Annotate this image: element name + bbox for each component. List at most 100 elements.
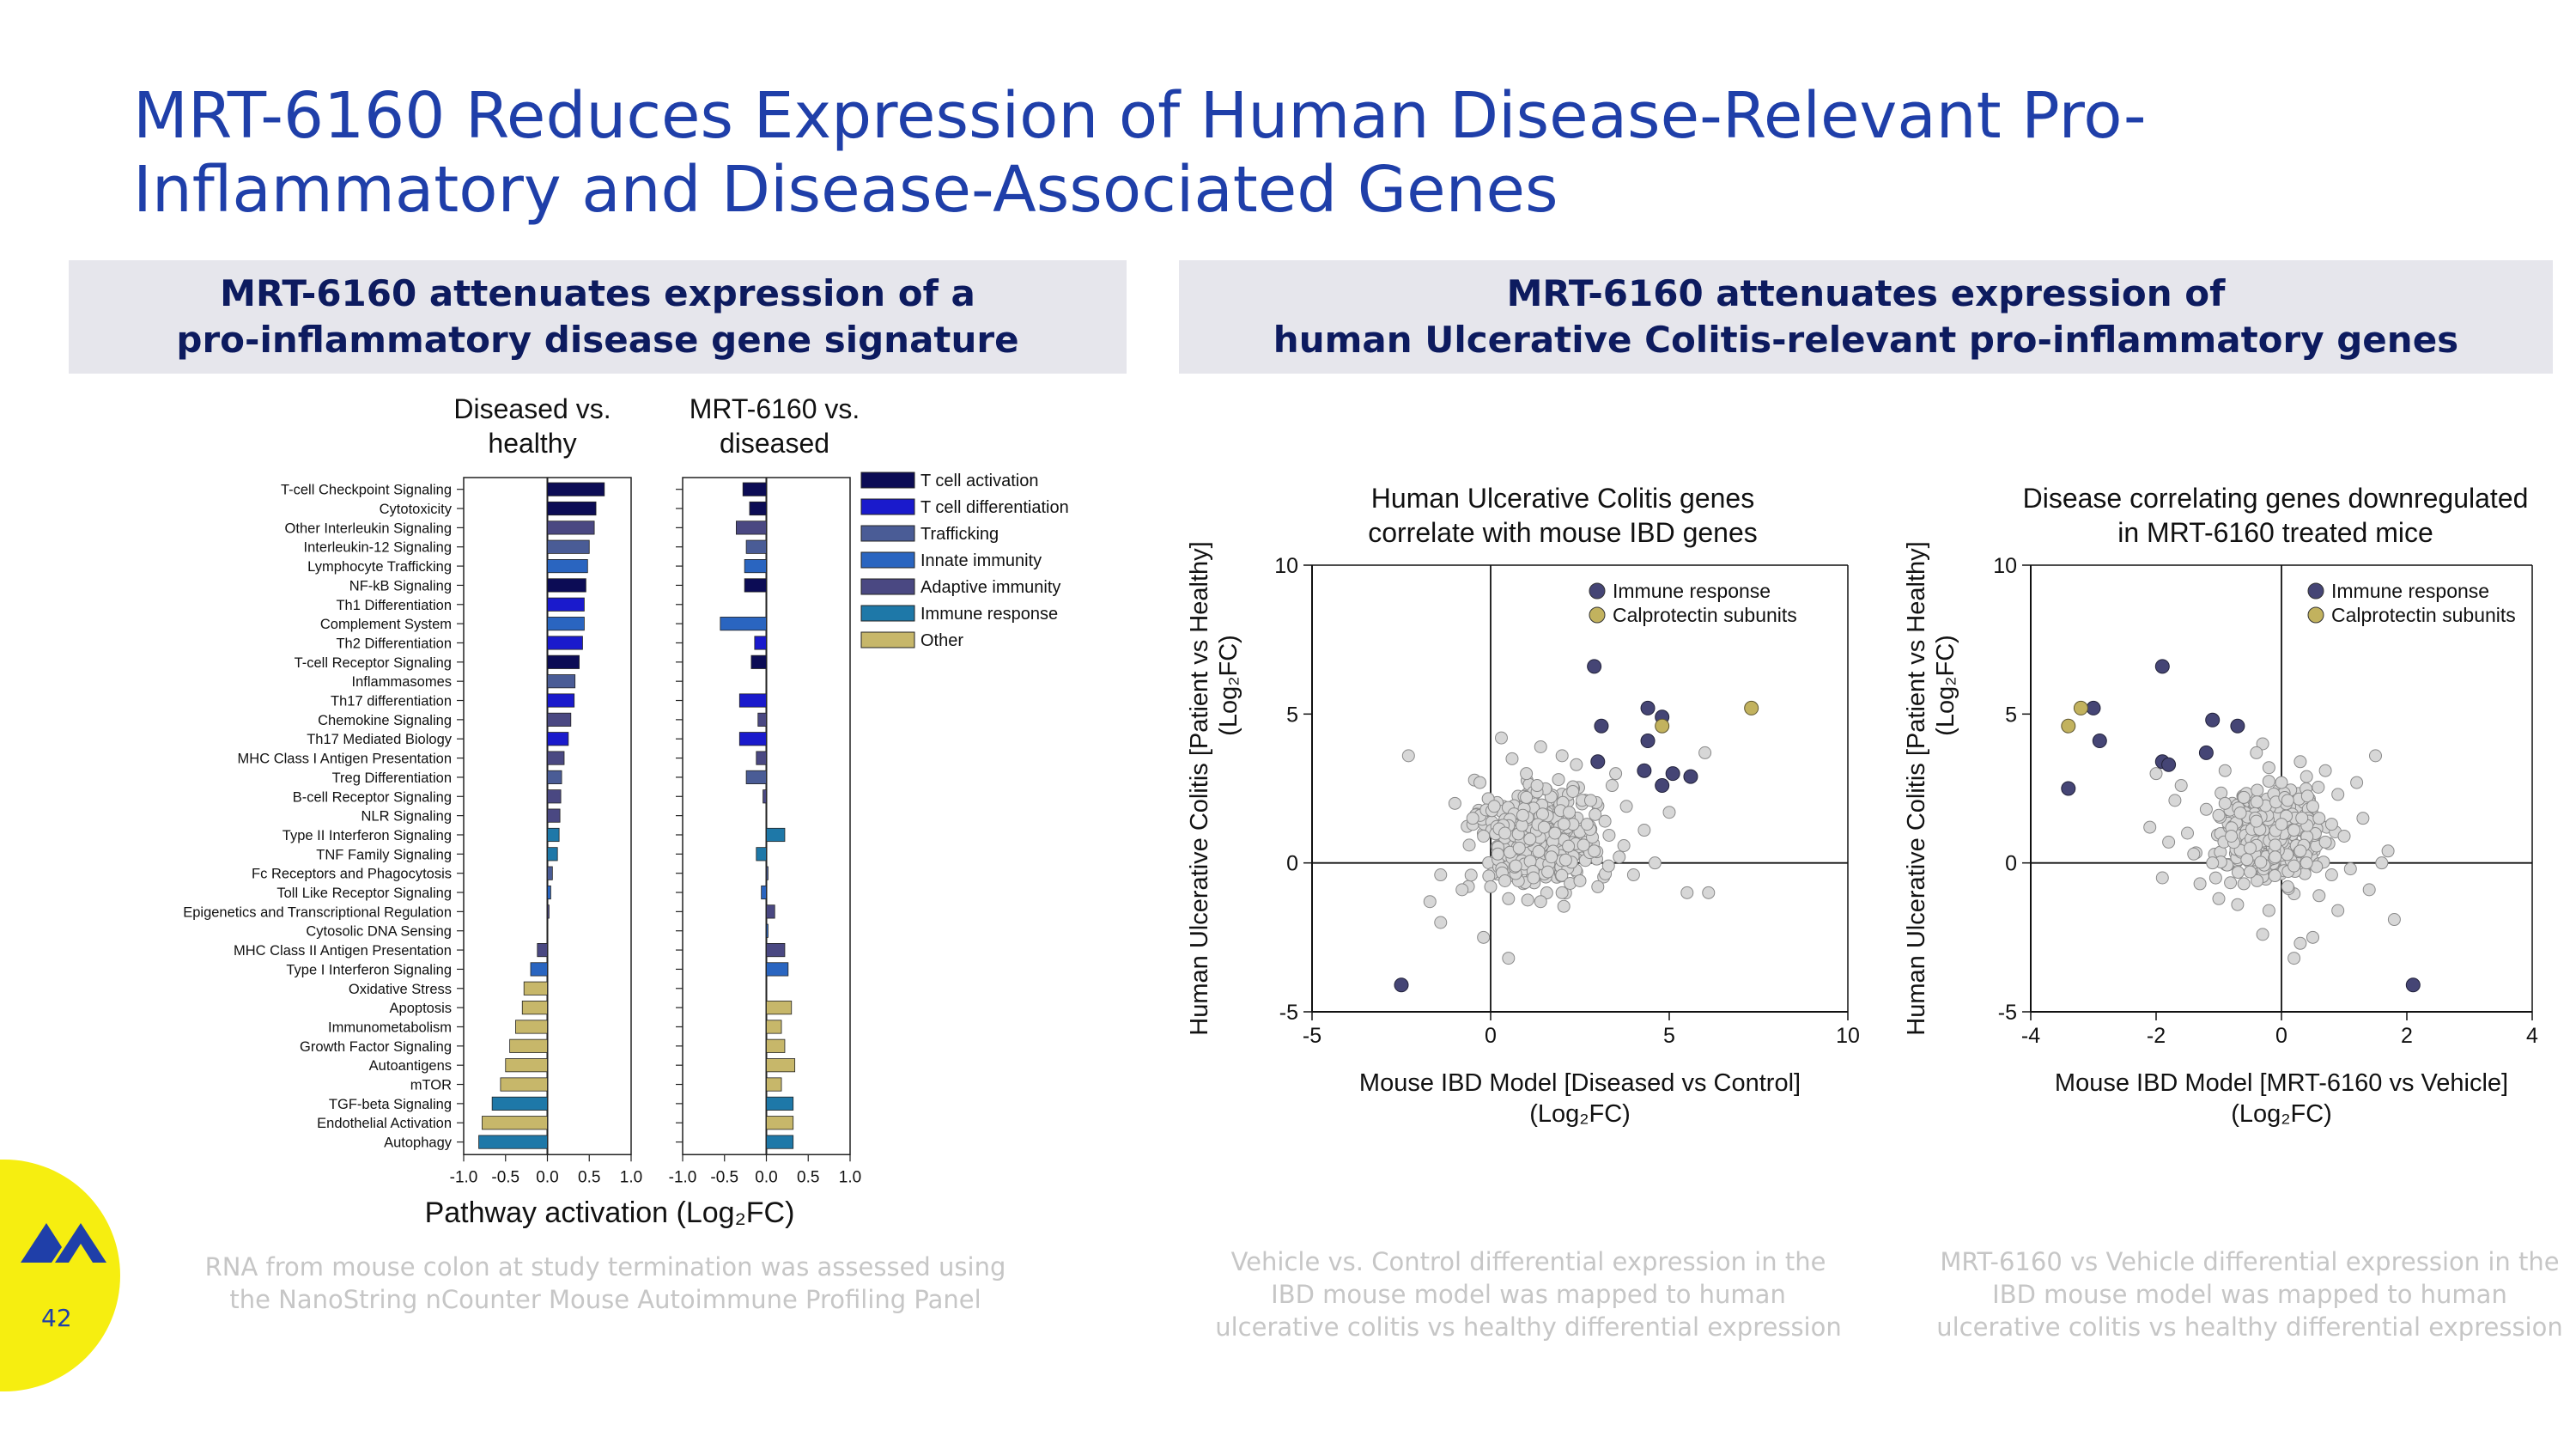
scatter2-title: Disease correlating genes downregulated … — [1958, 481, 2576, 550]
pathway-bar-chart: -1.0 -0.5 0.0 0.5 1.0 -1.0 -0.5 0.0 0.5 1.0 T-cell… — [183, 472, 1069, 1186]
scatter2-gene-point-13 — [2269, 838, 2282, 852]
scatter2-title-line-2: in MRT-6160 treated mice — [2117, 517, 2433, 548]
bar-xtick-label-2-4: 1.0 — [839, 1168, 861, 1186]
bar-2-31 — [766, 1077, 782, 1092]
caption-right-line-1: MRT-6160 vs Vehicle differential express… — [1940, 1247, 2560, 1276]
scatter1-gene-point-13 — [1505, 752, 1519, 765]
scatter1-ylabel-line-1: Human Ulcerative Colitis [Patient vs Hea… — [1186, 541, 1213, 1035]
scatter1-immune-point-7 — [1655, 778, 1670, 794]
column-header-diseased: Diseased vs. healthy — [404, 392, 661, 460]
bar-legend-swatch-3 — [860, 551, 915, 569]
scatter1-gene-point-52 — [1487, 800, 1501, 813]
scatter2-immune-point-1 — [2086, 700, 2101, 715]
scatter2-legend-label-1: Calprotectin subunits — [2331, 604, 2516, 626]
scatter1-gene-point-58 — [1534, 895, 1547, 909]
scatter1-gene-point-33 — [1648, 856, 1662, 870]
scatter2-gene-point-33 — [2306, 930, 2319, 944]
bar-1-14 — [547, 751, 565, 765]
scatter2-gene-point-38 — [2218, 796, 2232, 810]
scatter1-gene-point-29 — [1613, 850, 1626, 864]
bar-1-13 — [547, 732, 569, 746]
scatter1-gene-point-35 — [1680, 886, 1694, 899]
bar-category-label-34: Autophagy — [384, 1135, 453, 1151]
scatter2-gene-point-43 — [2324, 868, 2338, 882]
scatter1-gene-point — [1521, 893, 1534, 907]
scatter2-gene-point-3 — [2187, 847, 2201, 861]
bar-legend-swatch-0 — [860, 472, 915, 489]
scatter2-gene-point — [2251, 783, 2264, 797]
scatter2-gene-point — [2231, 866, 2245, 880]
scatter2-legend-marker-1 — [2307, 606, 2324, 624]
scatter2-gene-point-19 — [2306, 800, 2319, 813]
bar-1-5 — [547, 578, 586, 593]
bar-1-17 — [547, 808, 561, 823]
bar-category-label-18: Type II Interferon Signaling — [283, 828, 452, 843]
bar-legend-label-6: Other — [920, 631, 963, 650]
bar-category-label-25: Type I Interferon Signaling — [286, 962, 452, 977]
scatter2-ytick-label-1: 0 — [2005, 852, 2017, 876]
company-logo-icon — [21, 1223, 106, 1263]
scatter2-immune-point-9 — [2405, 977, 2421, 993]
scatter1-legend-label-1: Calprotectin subunits — [1613, 604, 1797, 626]
scatter1-calprotectin-point-1 — [1744, 700, 1759, 715]
bar-category-label-19: TNF Family Signaling — [316, 847, 452, 862]
scatter1-gene-point-49 — [1588, 844, 1601, 858]
scatter1-gene-point — [1589, 807, 1602, 821]
scatter2-gene-point-50 — [2350, 776, 2364, 789]
scatter2-ytick-label-2: 5 — [2005, 703, 2017, 727]
bar-category-label-13: Th17 Mediated Biology — [307, 732, 453, 747]
bar-2-9 — [750, 654, 767, 669]
bar-legend-label-0: T cell activation — [920, 472, 1038, 490]
bar-chart-xlabel-text: Pathway activation (Log₂FC) — [424, 1196, 795, 1229]
bar-1-2 — [547, 521, 595, 535]
scatter1-gene-point-54 — [1498, 874, 1512, 887]
bar-2-7 — [720, 617, 767, 631]
bar-2-2 — [736, 521, 767, 535]
scatter2-ytick-label-0: -5 — [1998, 1001, 2017, 1025]
scatter1-legend-marker-0 — [1589, 582, 1606, 600]
bar-2-19 — [756, 847, 767, 861]
bar-2-15 — [745, 770, 767, 785]
scatter1-gene-point-23 — [1570, 758, 1583, 771]
scatter2-gene-point-7 — [2225, 829, 2239, 843]
scatter1-gene-point — [1535, 807, 1549, 821]
scatter2-immune-point-3 — [2230, 718, 2245, 734]
scatter1-gene-point-50 — [1462, 838, 1476, 852]
scatter2-xtick-label-2: 0 — [2275, 1024, 2287, 1048]
bar-category-label-1: Cytotoxicity — [380, 502, 453, 517]
scatter1-legend-label-0: Immune response — [1613, 580, 1771, 602]
right-banner: MRT-6160 attenuates expression of human U… — [1179, 260, 2553, 374]
bar-2-33 — [766, 1116, 794, 1130]
scatter1-gene-point — [1555, 868, 1569, 882]
bar-category-label-8: Th2 Differentiation — [336, 636, 452, 651]
bar-legend-label-1: T cell differentiation — [920, 498, 1069, 517]
scatter1-gene-point-34 — [1662, 806, 1676, 819]
bar-legend-label-2: Trafficking — [920, 525, 999, 544]
scatter1-gene-point-56 — [1609, 767, 1623, 781]
bar-1-12 — [547, 712, 572, 727]
column-header-diseased-line-2: healthy — [488, 428, 577, 459]
scatter1-gene-point-40 — [1516, 808, 1529, 822]
scatter2-gene-point — [2312, 780, 2325, 794]
bar-category-label-26: Oxidative Stress — [349, 982, 452, 997]
scatter2-gene-point-31 — [2287, 952, 2301, 965]
scatter2-gene-point-6 — [2218, 764, 2232, 777]
scatter2-gene-point-47 — [2262, 761, 2275, 775]
scatter1-gene-point-51 — [1455, 883, 1469, 897]
scatter1-gene-point — [1602, 828, 1616, 842]
right-banner-line-2: human Ulcerative Colitis-relevant pro-in… — [1273, 319, 2459, 361]
scatter-plot-mrt6160-vs-uc: -4 -2 0 2 4 -5 0 5 10 Immune responseCalprotectin… — [1903, 541, 2538, 1128]
scatter1-gene-point-9 — [1494, 731, 1508, 745]
bar-legend-swatch-5 — [860, 605, 915, 622]
scatter2-gene-point-28 — [2193, 877, 2207, 891]
scatter1-gene-point-1 — [1423, 895, 1437, 909]
caption-right: MRT-6160 vs Vehicle differential express… — [1923, 1245, 2576, 1343]
bar-2-22 — [766, 904, 775, 919]
bar-2-14 — [756, 751, 767, 765]
scatter2-immune-point-0 — [2154, 659, 2170, 674]
scatter2-xtick-label-3: 2 — [2401, 1024, 2413, 1048]
scatter1-gene-point-25 — [1583, 794, 1597, 807]
bar-1-10 — [547, 674, 576, 689]
bar-xtick-label-2-3: 0.5 — [797, 1168, 819, 1186]
bar-legend-swatch-2 — [860, 525, 915, 542]
